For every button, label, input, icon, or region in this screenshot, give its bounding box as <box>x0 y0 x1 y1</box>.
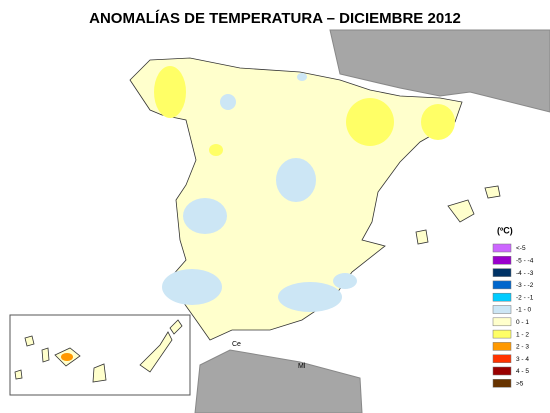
legend-label: -2 - -1 <box>516 294 534 301</box>
legend-label: <-5 <box>516 245 526 252</box>
legend-swatch <box>492 354 512 363</box>
legend-label: -5 - -4 <box>516 258 534 265</box>
legend-swatch <box>492 379 512 388</box>
cool-areas <box>162 73 357 312</box>
legend-swatch <box>492 305 512 314</box>
place-label: Ce <box>232 341 241 348</box>
legend-swatch <box>492 292 512 302</box>
legend-swatch <box>492 280 512 290</box>
legend-swatch <box>492 366 512 376</box>
balearic-islands <box>415 185 501 245</box>
legend-label: -3 - -2 <box>516 282 534 289</box>
legend-label: 2 - 3 <box>516 344 529 351</box>
map-title: ANOMALÍAS DE TEMPERATURA – DICIEMBRE 201… <box>89 10 461 27</box>
place-label: Ml <box>298 363 306 370</box>
canary-islands <box>14 319 183 383</box>
legend-swatch <box>492 268 512 277</box>
legend-label: -1 - 0 <box>516 307 532 314</box>
legend-swatch <box>492 317 512 327</box>
legend-label: 1 - 2 <box>516 331 529 338</box>
canary-inset <box>9 314 191 396</box>
legend-label: 0 - 1 <box>516 319 529 326</box>
legend: <-5 -5 - -4 -4 - -3 -3 - -2 -2 - -1 -1 - 0 0 -… <box>492 243 534 388</box>
legend-label: >5 <box>516 381 524 388</box>
legend-title: (ºC) <box>497 225 513 235</box>
legend-swatch <box>492 342 512 351</box>
legend-label: -4 - -3 <box>516 270 534 277</box>
legend-label: 4 - 5 <box>516 368 529 375</box>
legend-swatch <box>492 329 512 339</box>
warm-spot <box>61 353 73 361</box>
legend-swatch <box>492 243 512 253</box>
legend-label: 3 - 4 <box>516 356 529 363</box>
legend-swatch <box>492 256 512 265</box>
warm-areas <box>154 66 455 156</box>
africa <box>194 349 363 413</box>
france <box>329 29 550 113</box>
